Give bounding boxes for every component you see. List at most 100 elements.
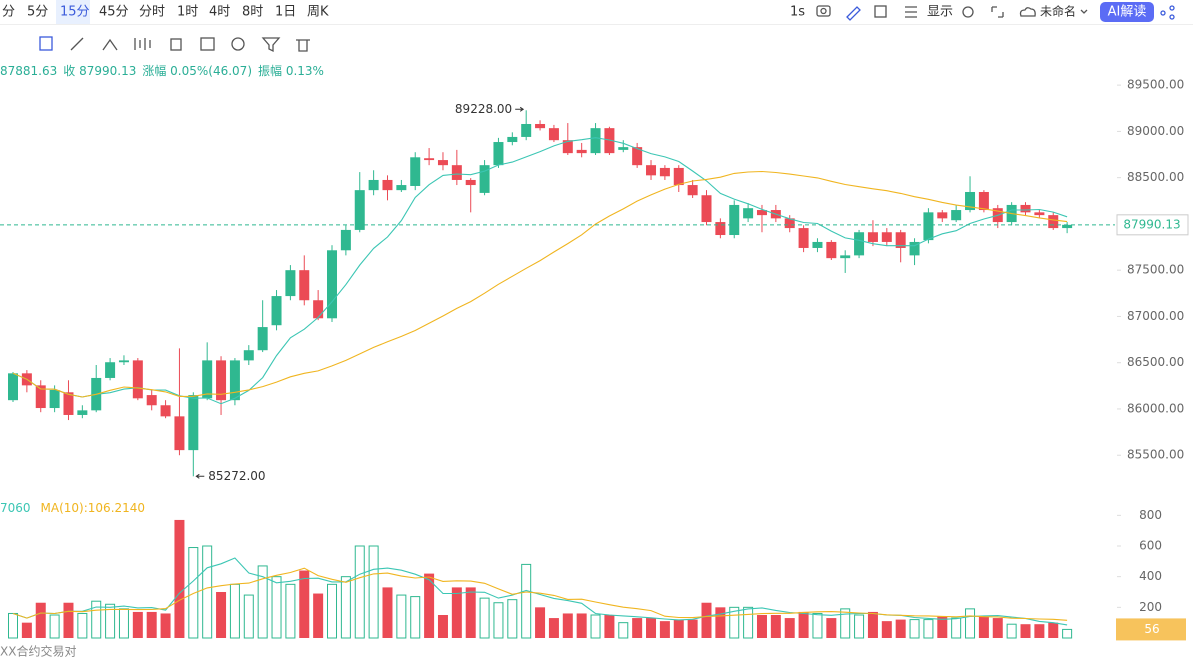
list-icon[interactable] — [905, 6, 917, 18]
volume-bar — [521, 563, 532, 639]
settings-icon[interactable] — [962, 6, 974, 18]
tool-filter[interactable] — [261, 37, 281, 53]
volume-bar — [216, 592, 227, 638]
volume-bar — [160, 613, 171, 638]
candle-body — [160, 405, 171, 417]
display-button[interactable]: 显示 — [927, 5, 953, 20]
share-icon — [1169, 5, 1175, 11]
candle-body — [229, 360, 240, 401]
volume-bar — [548, 618, 559, 638]
candle-body — [535, 123, 546, 129]
volume-legend-item: MA(10):106.2140 — [41, 501, 146, 515]
candle-body — [784, 218, 795, 229]
volume-bar — [146, 611, 157, 638]
min-price-label: 85272.00 — [208, 469, 265, 483]
info-line: 87881.63 收 87990.13 涨幅 0.05%(46.07) 振幅 0.13… — [0, 63, 324, 78]
volume-bar — [576, 613, 587, 638]
add-icon[interactable] — [874, 5, 887, 18]
candle-body — [410, 157, 421, 186]
candle-body — [63, 392, 74, 415]
interval-button[interactable]: 1日 — [275, 5, 296, 20]
volume-tick-label: 800 — [1139, 508, 1162, 522]
candle-body — [174, 416, 185, 451]
volume-bar — [937, 616, 948, 638]
candle-body — [895, 232, 906, 248]
candle-body — [1020, 204, 1031, 213]
ma-line — [12, 137, 1068, 405]
candle-body — [257, 327, 268, 351]
candle-body — [465, 179, 476, 186]
interval-button[interactable]: 8时 — [242, 5, 263, 20]
volume-bar — [1062, 628, 1073, 639]
selected-interval-bg — [56, 0, 90, 24]
candle-body — [618, 147, 629, 150]
candle-body — [965, 191, 976, 211]
volume-bar — [867, 611, 878, 638]
interval-button[interactable]: 分时 — [139, 5, 165, 20]
info-item: 收 87990.13 — [63, 64, 136, 78]
tool-note[interactable] — [200, 37, 215, 51]
cloud-icon — [1019, 7, 1036, 17]
tool-bars[interactable] — [134, 38, 151, 50]
y-tick-label: 86500.00 — [1127, 355, 1184, 369]
volume-bar — [396, 594, 407, 639]
volume-bar — [132, 611, 143, 638]
volume-bar — [798, 611, 809, 638]
candle-body — [756, 210, 767, 216]
volume-bar — [743, 606, 754, 639]
candle-body — [521, 123, 532, 137]
interval-button[interactable]: 15分 — [60, 5, 90, 20]
candle-body — [743, 208, 754, 219]
current-price-label: 87990.13 — [1123, 217, 1180, 231]
candle-body — [687, 185, 698, 196]
share-icon[interactable] — [1160, 10, 1166, 16]
interval-button[interactable]: 5分 — [27, 5, 48, 20]
y-tick-label: 87500.00 — [1127, 263, 1184, 277]
volume-bar — [632, 618, 643, 638]
expand-icon[interactable] — [991, 6, 1004, 18]
volume-tag — [1116, 618, 1186, 641]
interval-button[interactable]: 周K — [307, 5, 329, 20]
candle-body — [437, 160, 448, 166]
pen-icon[interactable] — [846, 6, 861, 21]
volume-bar — [271, 576, 282, 639]
volume-bar — [1006, 623, 1017, 639]
layout-name[interactable]: 未命名 — [1040, 4, 1076, 19]
ai-button-bg[interactable] — [1100, 2, 1154, 22]
interval-button[interactable]: 4时 — [209, 5, 230, 20]
tool-delete[interactable] — [296, 39, 310, 52]
volume-bar — [618, 622, 629, 639]
ai-button[interactable]: AI解读 — [1108, 5, 1147, 20]
candle-body — [840, 255, 851, 259]
volume-bar — [202, 545, 213, 639]
volume-bar — [535, 607, 546, 638]
volume-bar — [105, 603, 116, 639]
candle-body — [146, 395, 157, 406]
info-item: 87881.63 — [0, 64, 57, 78]
candle-body — [382, 179, 393, 191]
interval-button[interactable]: 45分 — [99, 5, 129, 20]
volume-bar — [923, 619, 934, 639]
candle-body — [368, 179, 379, 191]
tool-magnet[interactable] — [231, 37, 245, 51]
chevron-icon[interactable] — [1080, 9, 1088, 14]
interval-button[interactable]: 分 — [2, 5, 15, 20]
volume-bar — [410, 596, 421, 639]
tool-brush[interactable] — [102, 38, 118, 51]
candle-body — [105, 362, 116, 378]
volume-bar — [729, 606, 740, 639]
camera-lens — [820, 7, 827, 15]
tool-lock[interactable] — [170, 38, 182, 51]
speed-label[interactable]: 1s — [790, 5, 805, 20]
tool-line[interactable] — [70, 37, 84, 51]
tool-select[interactable] — [39, 36, 53, 51]
interval-button[interactable]: 1时 — [177, 5, 198, 20]
camera-icon[interactable] — [816, 5, 831, 17]
volume-bar — [188, 547, 199, 639]
volume-bar — [854, 614, 865, 639]
share-icon — [1169, 14, 1175, 20]
volume-bar — [257, 565, 268, 639]
volume-bar — [8, 612, 18, 639]
